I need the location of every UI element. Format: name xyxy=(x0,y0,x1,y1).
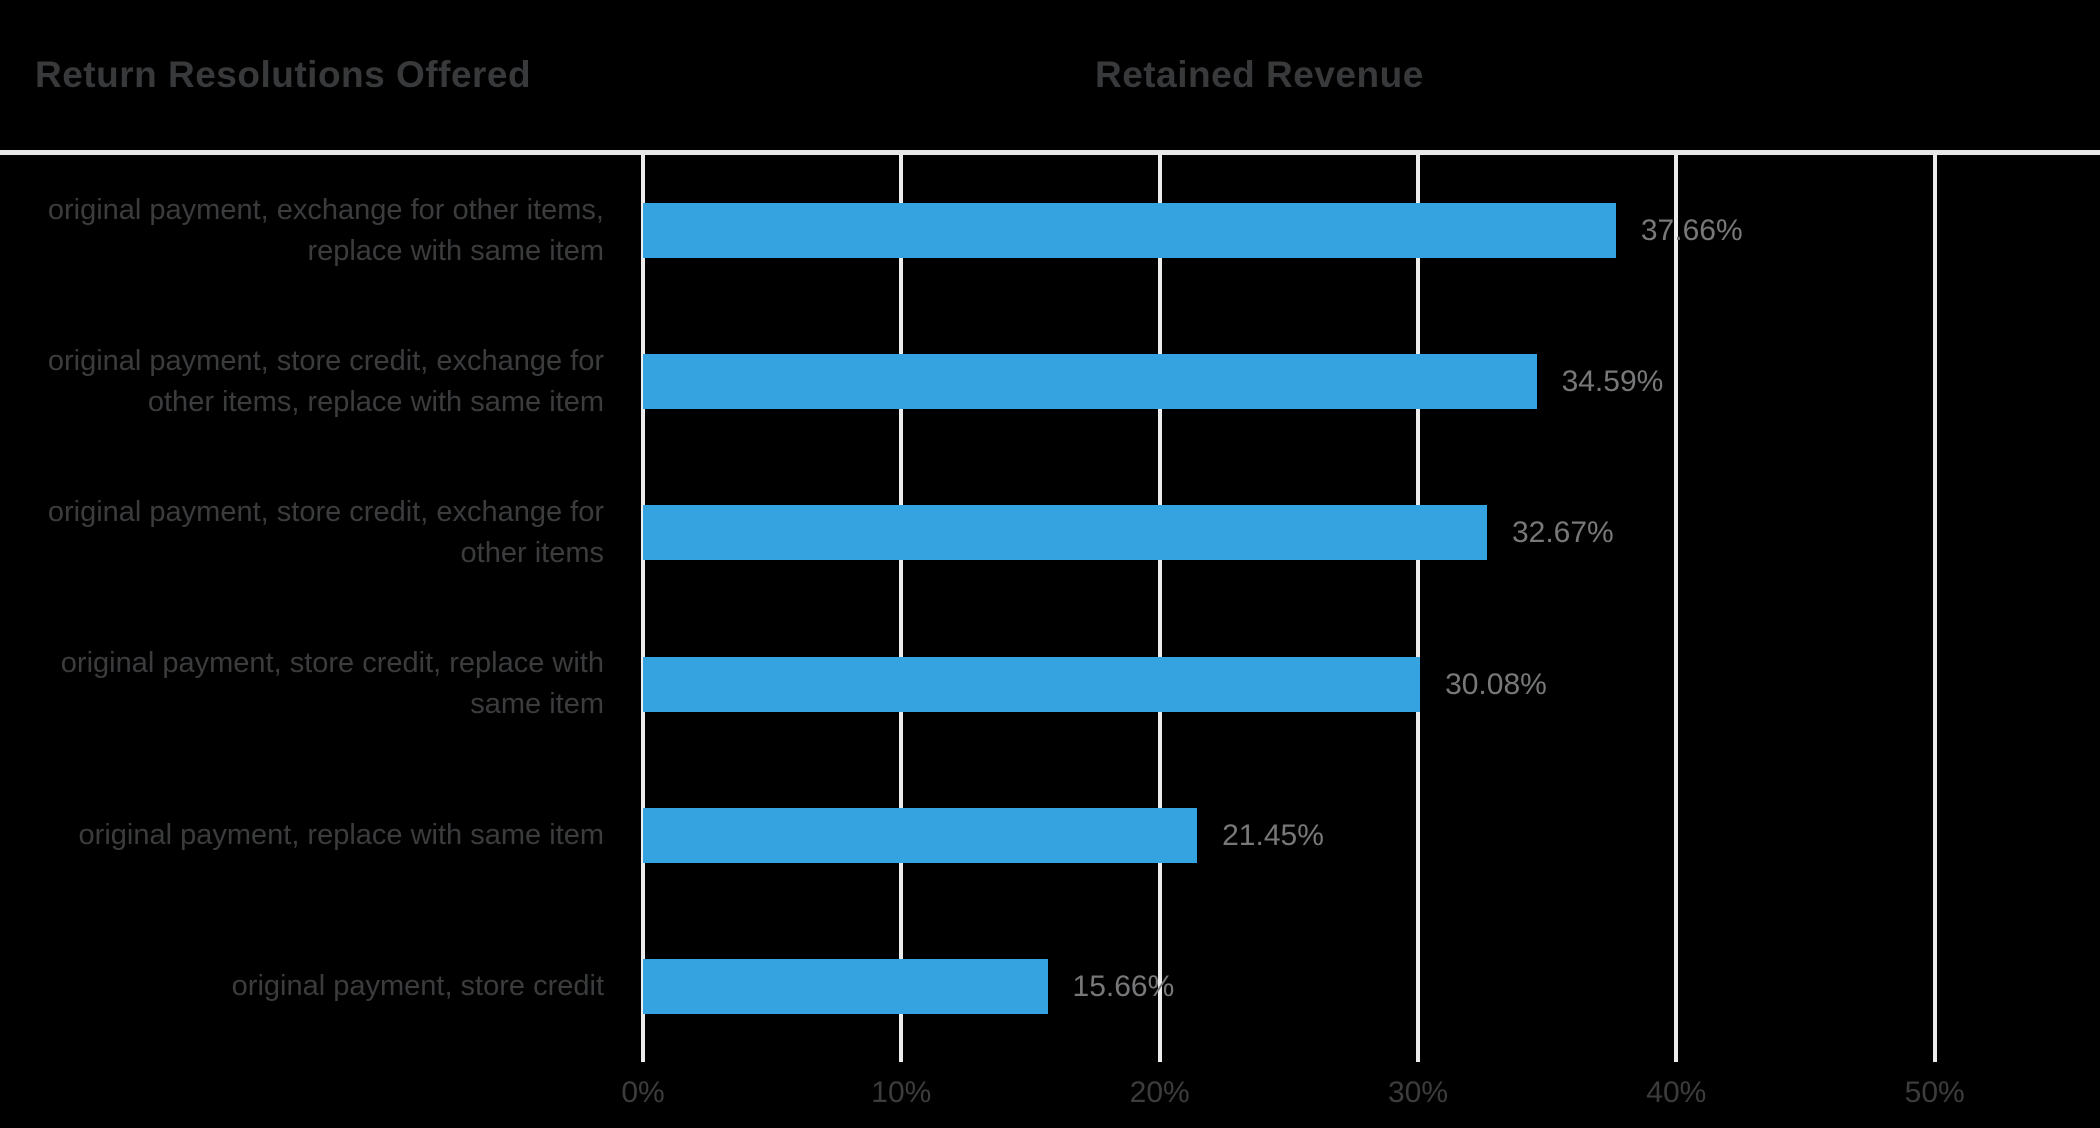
plot-area: 37.66% 34.59% 32.67% 30.08% 21.45% 15.66% xyxy=(641,155,2100,1062)
x-tick-label-50%: 50% xyxy=(1904,1076,1965,1109)
gridline-50% xyxy=(1932,155,1937,1062)
category-label: original payment, replace with same item xyxy=(78,818,604,851)
bar-value-label: 21.45% xyxy=(1222,818,1324,852)
gridline-30% xyxy=(1416,155,1420,1062)
category-label: original payment, store credit xyxy=(231,969,604,1002)
x-tick-label-30%: 30% xyxy=(1387,1076,1449,1109)
x-tick-label-10%: 10% xyxy=(871,1076,932,1109)
bar-value-label: 15.66% xyxy=(1072,969,1175,1003)
bar-row-5[interactable] xyxy=(643,807,1198,863)
bar-row-4[interactable] xyxy=(643,656,1421,712)
bar-row-6[interactable] xyxy=(643,958,1048,1014)
bar-row-1[interactable] xyxy=(643,203,1616,259)
header-separator-line xyxy=(0,150,2100,155)
category-label: original payment, store credit, replace … xyxy=(60,647,604,721)
category-label: original payment, exchange for other ite… xyxy=(47,193,604,267)
category-label: original payment, store credit, exchange… xyxy=(47,344,604,418)
gridline-0% xyxy=(641,155,645,1062)
category-label: original payment, store credit, exchange… xyxy=(47,495,604,569)
bar-value-label: 34.59% xyxy=(1561,365,1664,399)
bar-value-label: 37.66% xyxy=(1640,214,1743,248)
bar-value-label: 32.67% xyxy=(1511,516,1614,550)
bar-row-3[interactable] xyxy=(643,505,1487,561)
x-tick-label-20%: 20% xyxy=(1129,1076,1190,1109)
gridline-40% xyxy=(1674,155,1679,1062)
right-axis-title: Retained Revenue xyxy=(1095,54,1424,95)
gridline-10% xyxy=(899,155,904,1062)
bar-row-2[interactable] xyxy=(643,354,1537,410)
left-axis-title: Return Resolutions Offered xyxy=(35,54,532,95)
gridline-20% xyxy=(1157,155,1162,1062)
bar-value-label: 30.08% xyxy=(1445,667,1547,701)
x-tick-label-0%: 0% xyxy=(621,1076,665,1109)
x-tick-label-40%: 40% xyxy=(1646,1076,1707,1109)
